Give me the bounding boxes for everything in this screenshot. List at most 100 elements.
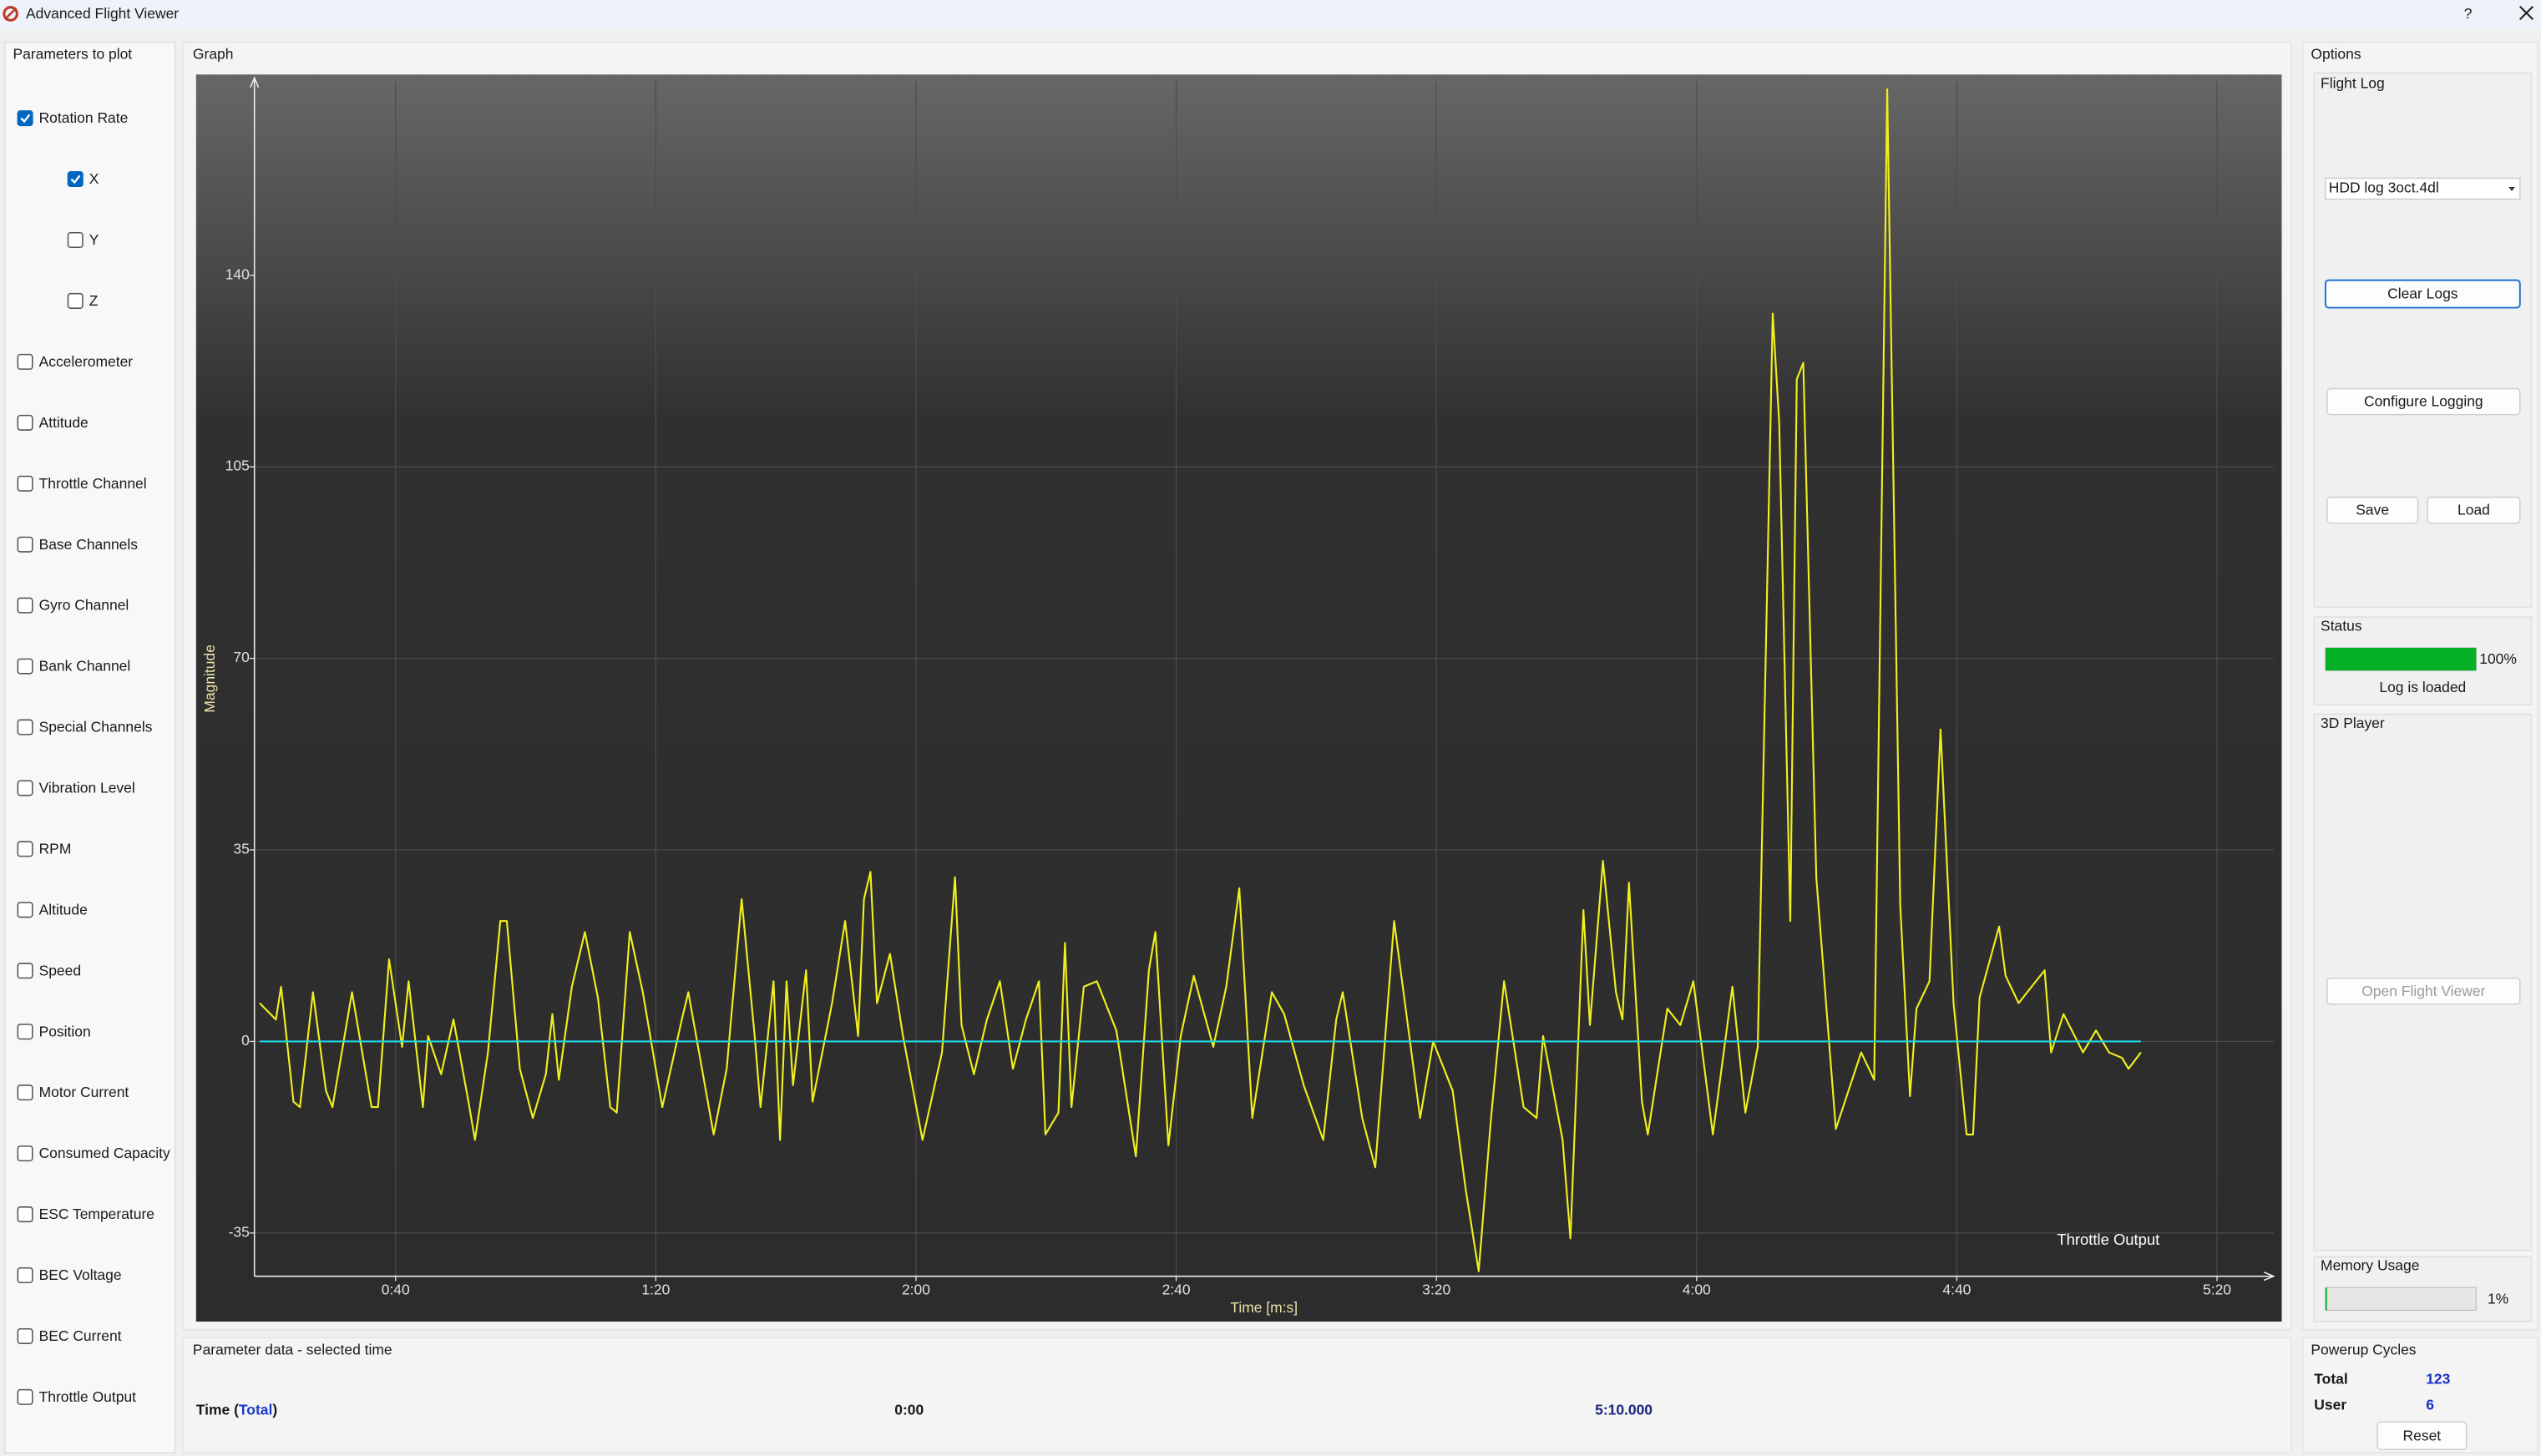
checkbox-box[interactable] — [17, 1206, 33, 1223]
parameter-label[interactable]: Attitude — [39, 414, 89, 431]
parameter-label[interactable]: Gyro Channel — [39, 597, 129, 614]
checkbox-box[interactable] — [67, 171, 84, 188]
checkbox-box[interactable] — [17, 1266, 33, 1284]
checkbox-box[interactable] — [17, 1145, 33, 1162]
load-button-face[interactable] — [2427, 496, 2521, 524]
graph-title: Graph — [193, 46, 234, 63]
sub-parameter-checkbox[interactable] — [67, 231, 84, 249]
clear-logs-button-text[interactable]: Clear Logs — [2387, 286, 2458, 302]
checkbox-box[interactable] — [17, 841, 33, 857]
help-button[interactable]: ? — [2464, 5, 2473, 22]
parameters-title: Parameters to plot — [13, 46, 133, 63]
parameter-label[interactable]: BEC Voltage — [39, 1266, 122, 1283]
reset-button-face[interactable] — [2376, 1421, 2468, 1451]
y-tick-label: 105 — [225, 458, 250, 474]
open-flight-viewer-button-text[interactable]: Open Flight Viewer — [2361, 983, 2485, 999]
parameter-label[interactable]: Motor Current — [39, 1084, 129, 1100]
configure-logging-button-face[interactable] — [2326, 387, 2521, 416]
parameter-label[interactable]: Throttle Output — [39, 1388, 137, 1405]
checkbox-box[interactable] — [17, 110, 33, 127]
parameter-label[interactable]: Rotation Rate — [39, 109, 129, 126]
parameter-checkbox[interactable] — [17, 658, 33, 675]
load-button-text[interactable]: Load — [2457, 502, 2490, 518]
parameter-label[interactable]: Bank Channel — [39, 658, 131, 675]
powerup-label: Total — [2314, 1370, 2347, 1387]
window-title: Advanced Flight Viewer — [26, 5, 179, 22]
checkbox-box[interactable] — [17, 1327, 33, 1344]
check-mark — [20, 114, 31, 124]
configure-logging-button-text[interactable]: Configure Logging — [2364, 393, 2483, 410]
parameter-label[interactable]: BEC Current — [39, 1327, 122, 1344]
sub-parameter-checkbox[interactable] — [67, 292, 84, 309]
parameter-checkbox[interactable] — [17, 780, 33, 796]
parameter-checkbox[interactable] — [17, 110, 33, 127]
parameter-checkbox[interactable] — [17, 414, 33, 431]
reset-button-text[interactable]: Reset — [2403, 1427, 2442, 1443]
parameter-label[interactable]: Vibration Level — [39, 780, 135, 796]
checkbox-box[interactable] — [17, 1388, 33, 1405]
parameter-label[interactable]: Base Channels — [39, 536, 139, 553]
checkbox-box[interactable] — [17, 902, 33, 918]
parameter-label[interactable]: Altitude — [39, 901, 88, 918]
parameter-checkbox[interactable] — [17, 597, 33, 614]
parameter-label[interactable]: Position — [39, 1023, 91, 1039]
parameter-label[interactable]: Accelerometer — [39, 353, 134, 370]
checkbox-box[interactable] — [17, 597, 33, 614]
checkbox-box[interactable] — [17, 414, 33, 431]
parameter-label[interactable]: Throttle Channel — [39, 475, 147, 492]
checkbox-box[interactable] — [17, 353, 33, 370]
parameter-checkbox[interactable] — [17, 963, 33, 979]
parameter-checkbox[interactable] — [17, 1266, 33, 1284]
parameter-checkbox[interactable] — [17, 1206, 33, 1223]
save-button[interactable]: Save — [2326, 496, 2419, 524]
save-button-face[interactable] — [2326, 496, 2419, 524]
parameter-label[interactable]: ESC Temperature — [39, 1206, 154, 1222]
parameter-checkbox[interactable] — [17, 1388, 33, 1405]
parameter-checkbox[interactable] — [17, 719, 33, 736]
x-tick-label: 1:20 — [641, 1282, 670, 1298]
checkbox-box[interactable] — [67, 231, 84, 249]
clear-logs-button-face[interactable] — [2324, 279, 2521, 309]
sub-parameter-label[interactable]: Y — [89, 231, 99, 248]
close-button[interactable] — [2519, 6, 2534, 21]
parameter-checkbox[interactable] — [17, 902, 33, 918]
parameter-checkbox[interactable] — [17, 841, 33, 857]
checkbox-box[interactable] — [17, 780, 33, 796]
parameter-checkbox[interactable] — [17, 1327, 33, 1344]
configure-logging-button[interactable]: Configure Logging — [2326, 387, 2521, 416]
parameter-checkbox[interactable] — [17, 475, 33, 492]
sub-parameter-label[interactable]: Z — [89, 292, 99, 309]
x-tick-label: 4:40 — [1942, 1282, 1971, 1298]
sub-parameter-label[interactable]: X — [89, 170, 99, 187]
parameter-label[interactable]: Special Channels — [39, 719, 153, 736]
x-tick-label: 2:40 — [1162, 1282, 1191, 1298]
checkbox-box[interactable] — [17, 1024, 33, 1040]
powerup-value: 6 — [2426, 1396, 2434, 1413]
checkbox-box[interactable] — [67, 292, 84, 309]
parameter-checkbox[interactable] — [17, 536, 33, 553]
y-tick-label: -35 — [229, 1223, 250, 1240]
save-button-text[interactable]: Save — [2356, 502, 2389, 518]
checkbox-box[interactable] — [17, 963, 33, 979]
parameter-label[interactable]: RPM — [39, 840, 72, 857]
parameter-checkbox[interactable] — [17, 1084, 33, 1101]
checkbox-box[interactable] — [17, 536, 33, 553]
open-flight-viewer-button-face[interactable] — [2326, 977, 2521, 1005]
log-dropdown-text: HDD log 3oct.4dl — [2329, 179, 2439, 196]
parameter-label[interactable]: Speed — [39, 962, 81, 978]
reset-button[interactable]: Reset — [2376, 1421, 2468, 1451]
open-flight-viewer-button[interactable]: Open Flight Viewer — [2326, 977, 2521, 1005]
x-tick-label: 5:20 — [2203, 1282, 2231, 1298]
log-dropdown[interactable] — [2325, 177, 2521, 200]
load-button[interactable]: Load — [2427, 496, 2521, 524]
checkbox-box[interactable] — [17, 475, 33, 492]
parameter-checkbox[interactable] — [17, 1024, 33, 1040]
parameter-checkbox[interactable] — [17, 353, 33, 370]
clear-logs-button[interactable]: Clear Logs — [2324, 279, 2521, 309]
sub-parameter-checkbox[interactable] — [67, 171, 84, 188]
checkbox-box[interactable] — [17, 658, 33, 675]
parameter-checkbox[interactable] — [17, 1145, 33, 1162]
parameter-label[interactable]: Consumed Capacity — [39, 1145, 170, 1161]
checkbox-box[interactable] — [17, 1084, 33, 1101]
checkbox-box[interactable] — [17, 719, 33, 736]
